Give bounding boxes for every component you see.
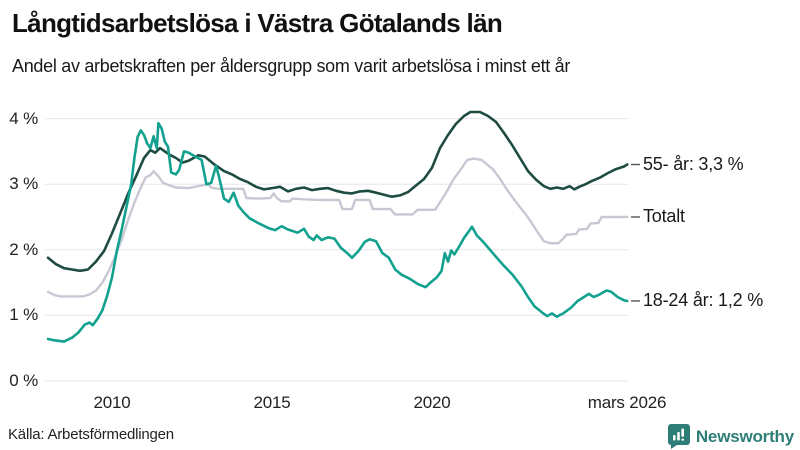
x-tick-label: 2015: [253, 393, 291, 412]
source-attribution: Källa: Arbetsförmedlingen: [8, 426, 174, 443]
newsworthy-logo-icon: [667, 424, 690, 449]
series-lines: [46, 110, 629, 343]
brand-name: Newsworthy: [695, 426, 794, 446]
series-end-label-Totalt: Totalt: [643, 206, 685, 226]
page-title: Långtidsarbetslösa i Västra Götalands lä…: [12, 8, 503, 38]
y-tick-label: 4 %: [9, 108, 38, 128]
label-ticks: [631, 163, 640, 302]
series-end-label-55- år: 55- år: 3,3 %: [643, 153, 744, 174]
x-tick-label: mars 2026: [587, 393, 667, 412]
series-line-Totalt: [46, 157, 629, 298]
series-line-55- år: [46, 110, 629, 273]
series-end-label-18-24 år: 18-24 år: 1,2 %: [643, 289, 764, 310]
y-tick-label: 3 %: [9, 174, 38, 194]
x-tick-label: 2010: [93, 393, 131, 412]
y-tick-label: 0 %: [9, 371, 38, 390]
y-tick-label: 1 %: [9, 305, 38, 325]
brand-lockup: Newsworthy: [667, 424, 794, 449]
x-tick-label: 2020: [413, 393, 451, 412]
page-subtitle: Andel av arbetskraften per åldersgrupp s…: [12, 56, 571, 76]
gridlines: [45, 118, 628, 382]
y-tick-label: 2 %: [9, 239, 38, 259]
series-line-18-24 år: [46, 121, 629, 343]
